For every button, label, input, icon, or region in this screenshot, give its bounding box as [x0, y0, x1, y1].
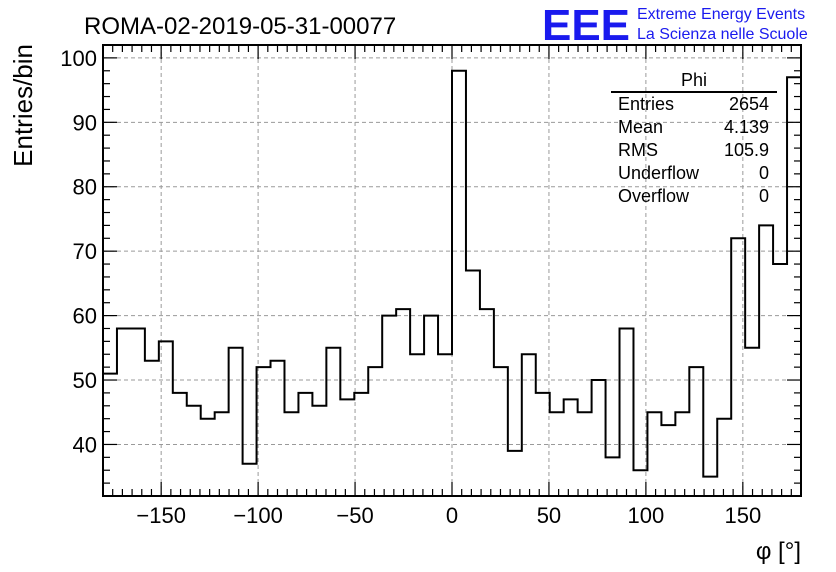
histogram-bin: [424, 316, 438, 496]
histogram-bin: [787, 77, 801, 496]
eee-logo-line2: La Scienza nelle Scuole: [637, 26, 808, 43]
histogram-bin: [396, 309, 410, 496]
stats-value: 0: [759, 186, 769, 206]
histogram-bin: [257, 367, 271, 496]
histogram-bin: [480, 309, 494, 496]
histogram-bin: [494, 367, 508, 496]
stats-label: Entries: [618, 94, 674, 114]
histogram-bin: [117, 328, 131, 496]
histogram-bin: [564, 399, 578, 496]
histogram-bin: [187, 406, 201, 496]
histogram-bin: [536, 393, 550, 496]
x-tick-label: 0: [446, 503, 458, 528]
stats-title: Phi: [681, 70, 707, 90]
histogram-bin: [326, 348, 340, 496]
stats-value: 105.9: [724, 140, 769, 160]
histogram-bin: [550, 412, 564, 496]
histogram-bin: [271, 361, 285, 496]
histogram-bin: [229, 348, 243, 496]
x-tick-label: −100: [233, 503, 283, 528]
histogram-bin: [717, 419, 731, 496]
histogram-bin: [243, 464, 257, 496]
histogram-bin: [215, 412, 229, 496]
y-axis-label: Entries/bin: [8, 44, 38, 167]
stats-value: 2654: [729, 94, 769, 114]
y-tick-label: 80: [73, 175, 97, 200]
histogram-bin: [438, 354, 452, 496]
histogram-bin: [620, 328, 634, 496]
histogram-bin: [312, 406, 326, 496]
histogram-bin: [103, 374, 117, 496]
x-tick-label: 50: [537, 503, 561, 528]
histogram-bin: [731, 238, 745, 496]
histogram-bin: [703, 477, 717, 496]
histogram-outline: [103, 69, 801, 478]
histogram-bin: [382, 316, 396, 496]
histogram-bin: [354, 393, 368, 496]
x-tick-label: 100: [628, 503, 665, 528]
stats-label: Overflow: [618, 186, 690, 206]
x-axis-label: φ [°]: [756, 538, 801, 565]
histogram-bin: [592, 380, 606, 496]
y-tick-label: 90: [73, 110, 97, 135]
stats-value: 4.139: [724, 117, 769, 137]
stats-label: RMS: [618, 140, 658, 160]
histogram-bin: [145, 361, 159, 496]
eee-logo: EEE Extreme Energy Events La Scienza nel…: [542, 1, 808, 50]
chart-title: ROMA-02-2019-05-31-00077: [84, 13, 396, 40]
y-tick-label: 50: [73, 368, 97, 393]
histogram-bin: [759, 225, 773, 496]
histogram-bin: [298, 393, 312, 496]
histogram-bin: [368, 367, 382, 496]
histogram-bin: [466, 271, 480, 497]
stats-value: 0: [759, 163, 769, 183]
eee-logo-line1: Extreme Energy Events: [637, 6, 805, 23]
y-tick-label: 100: [60, 46, 97, 71]
y-tick-label: 70: [73, 239, 97, 264]
histogram-bin: [452, 71, 466, 496]
histogram-bin: [745, 348, 759, 496]
histogram-bin: [201, 419, 215, 496]
histogram-bin: [689, 367, 703, 496]
y-tick-label: 60: [73, 304, 97, 329]
stats-label: Mean: [618, 117, 663, 137]
x-tick-label: −150: [136, 503, 186, 528]
histogram-bin: [173, 393, 187, 496]
histogram-bin: [522, 354, 536, 496]
x-axis: −150 −100 −50 0 50 100 150: [112, 45, 792, 528]
histogram-bin: [159, 341, 173, 496]
histogram-bin: [675, 412, 689, 496]
y-tick-label: 40: [73, 432, 97, 457]
histogram-bin: [131, 328, 145, 496]
y-axis: 40 50 60 70 80 90 100: [60, 46, 801, 484]
x-tick-label: −50: [336, 503, 373, 528]
histogram-bin: [410, 354, 424, 496]
stats-label: Underflow: [618, 163, 700, 183]
x-tick-label: 150: [724, 503, 761, 528]
histogram-bin: [340, 399, 354, 496]
histogram-bin: [661, 425, 675, 496]
eee-logo-text: EEE: [542, 1, 630, 50]
histogram-bin: [284, 412, 298, 496]
histogram-bin: [578, 412, 592, 496]
histogram-bin: [773, 264, 787, 496]
stats-box: Phi Entries 2654 Mean 4.139 RMS 105.9 Un…: [611, 70, 777, 206]
histogram-bin: [647, 412, 661, 496]
